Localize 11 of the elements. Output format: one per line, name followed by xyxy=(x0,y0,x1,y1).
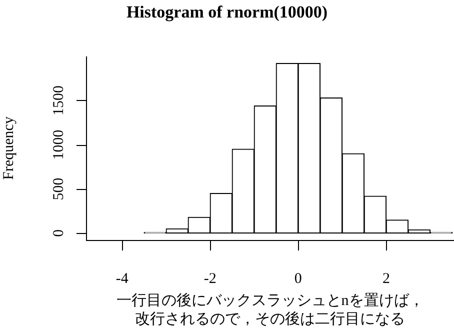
x-tick-label: 0 xyxy=(294,270,302,287)
y-tick-label: 1000 xyxy=(50,130,67,160)
x-tick-label: -2 xyxy=(204,270,216,287)
chart-title: Histogram of rnorm(10000) xyxy=(126,2,328,22)
y-tick-label: 1500 xyxy=(50,85,67,116)
y-axis-title: Frequency xyxy=(0,116,17,180)
y-tick-label: 500 xyxy=(50,178,67,200)
x-tick-label: -4 xyxy=(116,270,129,287)
x-tick-label: 2 xyxy=(382,270,390,287)
y-tick-label: 0 xyxy=(50,229,67,237)
x-axis-title: 一行目の後にバックスラッシュとnを置けば，改行されるので，その後は二行目になる xyxy=(116,292,424,328)
